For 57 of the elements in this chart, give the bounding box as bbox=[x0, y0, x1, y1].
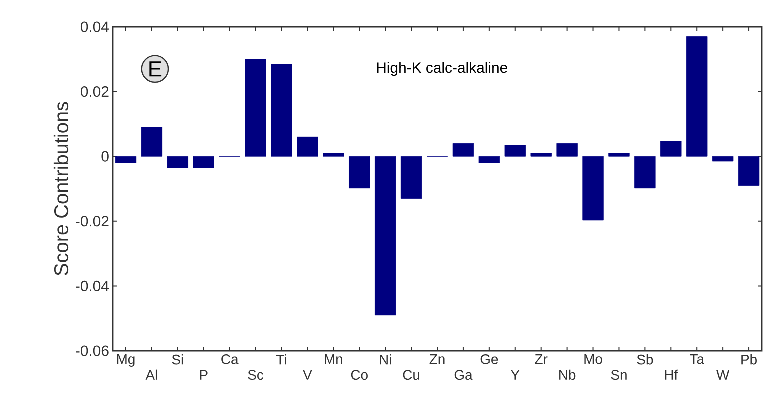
bar bbox=[582, 156, 604, 221]
x-tick-label: Mn bbox=[325, 354, 342, 364]
bar bbox=[141, 127, 163, 157]
bar bbox=[738, 156, 760, 186]
annotation: High-K calc-alkaline bbox=[377, 62, 508, 76]
bar bbox=[297, 136, 318, 157]
bar bbox=[660, 141, 682, 157]
x-tick-label: Al bbox=[146, 370, 158, 380]
y-tick-label: 0.04 bbox=[80, 22, 110, 32]
bar bbox=[271, 64, 292, 157]
x-tick-label: Si bbox=[172, 354, 184, 365]
bar bbox=[115, 156, 137, 164]
x-tick-label: Nb bbox=[560, 370, 576, 380]
y-tick-label: 0 bbox=[102, 151, 109, 162]
bar bbox=[349, 156, 370, 189]
x-tick-label: Pb bbox=[742, 354, 757, 365]
bar bbox=[167, 156, 188, 168]
bar bbox=[634, 156, 656, 189]
bar bbox=[375, 156, 396, 316]
x-tick-label: W bbox=[716, 370, 730, 380]
bar bbox=[712, 156, 734, 162]
bar bbox=[686, 36, 708, 157]
x-tick-label: Co bbox=[351, 370, 368, 380]
x-tick-label: Zr bbox=[535, 354, 548, 364]
bar bbox=[323, 153, 344, 157]
bar bbox=[504, 145, 526, 157]
x-tick-label: Ta bbox=[690, 354, 704, 364]
x-tick-label: Ti bbox=[276, 354, 286, 365]
x-tick-label: V bbox=[303, 370, 312, 380]
bar bbox=[193, 156, 214, 168]
y-tick-label: -0.06 bbox=[76, 346, 109, 356]
x-tick-label: Ca bbox=[222, 354, 239, 364]
x-tick-label: Mg bbox=[117, 354, 135, 368]
x-tick-label: Mo bbox=[584, 354, 602, 364]
bar bbox=[245, 59, 266, 157]
annotation: E bbox=[150, 62, 162, 77]
y-tick-label: -0.02 bbox=[76, 216, 109, 227]
x-tick-label: Hf bbox=[665, 370, 678, 380]
x-tick-label: Sb bbox=[637, 354, 654, 365]
x-tick-label: Ni bbox=[380, 354, 392, 365]
x-tick-label: Sn bbox=[611, 370, 627, 380]
y-tick-label: -0.04 bbox=[76, 280, 110, 292]
bar bbox=[556, 143, 578, 157]
x-tick-label: P bbox=[200, 370, 208, 380]
x-tick-label: Zn bbox=[430, 354, 445, 364]
bar bbox=[478, 156, 500, 164]
y-tick-label: 0.02 bbox=[80, 86, 109, 98]
bar bbox=[452, 143, 474, 157]
y-axis-title: Score Contributions bbox=[54, 102, 69, 276]
x-tick-label: Sc bbox=[248, 370, 264, 380]
x-tick-label: Y bbox=[511, 370, 520, 380]
x-tick-label: Cu bbox=[403, 370, 420, 380]
x-tick-label: Ga bbox=[454, 370, 473, 380]
bar bbox=[608, 153, 630, 157]
x-tick-label: Ge bbox=[480, 354, 498, 364]
bar bbox=[530, 153, 552, 157]
bar bbox=[400, 156, 422, 199]
